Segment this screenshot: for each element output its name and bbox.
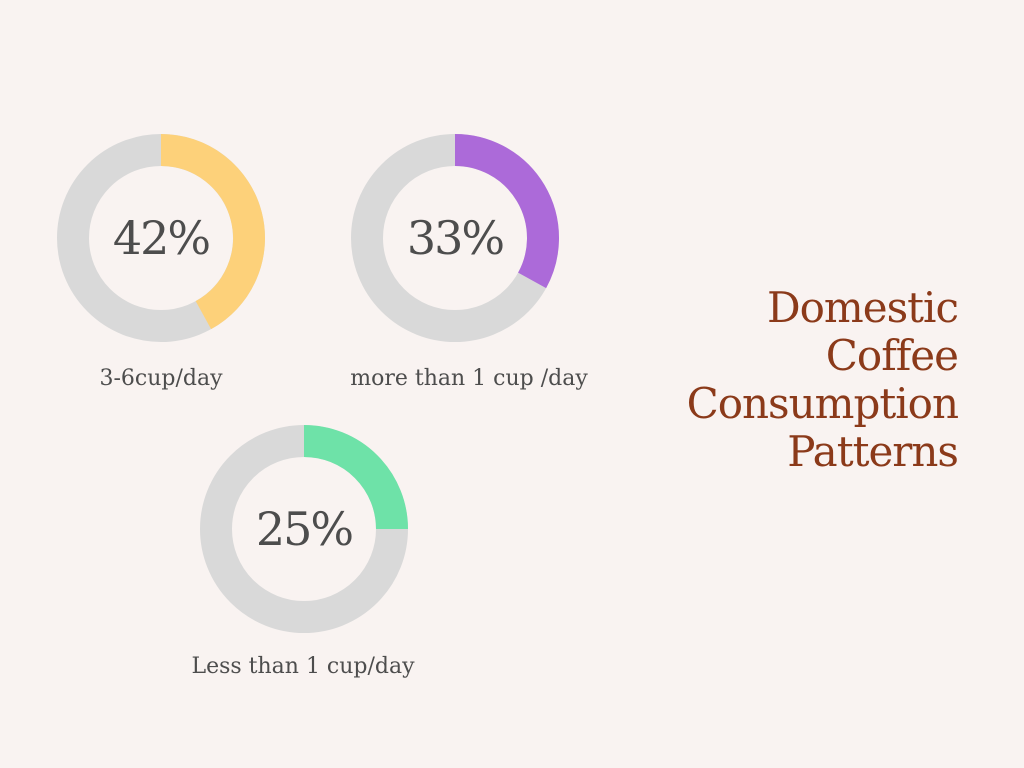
title-line: Domestic — [766, 283, 959, 332]
title-line: Patterns — [787, 427, 959, 476]
donut-value-more-than-1-cup: 33% — [406, 211, 505, 265]
donut-svg — [200, 425, 408, 633]
donut-chart-3-6-cups: 42% — [56, 133, 266, 343]
donut-arc-less-than-1-cup — [303, 425, 408, 530]
donut-label-more-than-1-cup: more than 1 cup /day — [350, 366, 588, 391]
donut-chart-less-than-1-cup: 25% — [199, 424, 409, 634]
donut-label-less-than-1-cup: Less than 1 cup/day — [191, 654, 415, 679]
donut-svg — [57, 134, 265, 342]
title-line: Consumption — [686, 379, 959, 428]
donut-chart-more-than-1-cup: 33% — [350, 133, 560, 343]
donut-value-3-6-cups: 42% — [112, 211, 211, 265]
donut-arc-more-than-1-cup — [454, 134, 559, 289]
donut-svg — [351, 134, 559, 342]
title-line: Coffee — [825, 331, 959, 380]
donut-label-3-6-cups: 3-6cup/day — [99, 366, 223, 391]
donut-arc-3-6-cups — [160, 134, 265, 330]
donut-value-less-than-1-cup: 25% — [255, 502, 354, 556]
chart-title: Domestic Coffee Consumption Patterns — [628, 283, 959, 476]
